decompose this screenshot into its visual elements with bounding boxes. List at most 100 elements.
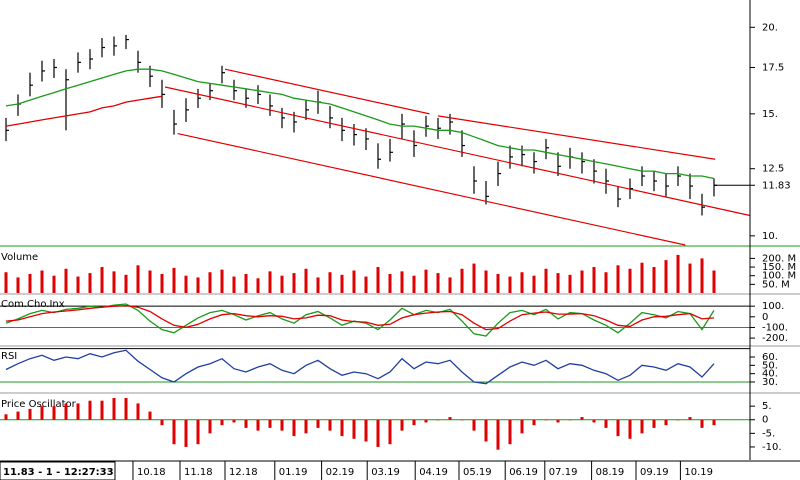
- series-line: [5, 304, 715, 331]
- bar: [364, 276, 368, 293]
- bar: [640, 419, 644, 434]
- bar: [520, 272, 524, 293]
- bar: [244, 273, 248, 293]
- bar: [112, 271, 116, 293]
- bar: [472, 419, 476, 431]
- bar: [616, 419, 620, 437]
- bar: [340, 274, 344, 293]
- bar: [16, 277, 20, 293]
- x-tick-label: 10.18: [137, 467, 166, 478]
- panel-title: Volume: [1, 252, 38, 263]
- bar: [604, 419, 608, 428]
- bar: [712, 419, 716, 426]
- y-tick-label: 40.: [762, 369, 778, 380]
- bar: [280, 419, 284, 431]
- y-tick-label: -5.: [762, 428, 775, 439]
- bar: [436, 273, 440, 293]
- y-tick-label: 17.5: [762, 62, 784, 73]
- bar: [100, 400, 104, 420]
- trend-line: [164, 86, 751, 217]
- bar: [412, 419, 416, 426]
- bar: [568, 419, 572, 421]
- trend-line: [177, 132, 686, 246]
- x-tick-label: 12.18: [229, 467, 258, 478]
- bar: [664, 260, 668, 293]
- bar: [316, 419, 320, 428]
- series-line: [5, 95, 163, 127]
- x-tick-label: 02.19: [326, 467, 355, 478]
- bar: [628, 419, 632, 439]
- bar: [292, 419, 296, 437]
- bar: [568, 274, 572, 293]
- bar: [688, 263, 692, 293]
- bar: [160, 273, 164, 293]
- bar: [28, 408, 32, 420]
- bar: [508, 419, 512, 445]
- y-tick-label: 0: [762, 312, 768, 323]
- bar: [400, 419, 404, 431]
- bar: [652, 267, 656, 293]
- bar: [640, 262, 644, 293]
- bar: [424, 419, 428, 423]
- bar: [184, 275, 188, 293]
- bar: [52, 406, 56, 420]
- bar: [664, 419, 668, 426]
- bar: [208, 272, 212, 293]
- bar: [604, 272, 608, 293]
- bar: [340, 419, 344, 437]
- bar: [64, 403, 68, 420]
- bar: [256, 278, 260, 293]
- y-tick-label: 200. M: [762, 253, 796, 264]
- y-tick-label: 50.: [762, 360, 778, 371]
- bar: [496, 273, 500, 293]
- bar: [304, 419, 308, 434]
- trend-line: [224, 68, 430, 115]
- bar: [376, 419, 380, 447]
- y-tick-label: -10.: [762, 442, 782, 453]
- bar: [496, 419, 500, 450]
- bar: [484, 419, 488, 442]
- bar: [64, 268, 68, 293]
- status-box: [0, 461, 116, 480]
- y-tick-label: 0: [762, 415, 768, 426]
- y-tick-label: 15.: [762, 109, 778, 120]
- bar: [688, 417, 692, 420]
- bar: [556, 419, 560, 423]
- y-tick-label: 12.5: [762, 164, 784, 175]
- bar: [376, 267, 380, 293]
- x-tick-label: 04.19: [419, 467, 448, 478]
- bar: [520, 419, 524, 434]
- bar: [16, 411, 20, 420]
- bar: [220, 269, 224, 293]
- bar: [460, 419, 464, 421]
- bar: [184, 419, 188, 447]
- bar: [508, 276, 512, 293]
- y-tick-label: 150. M: [762, 262, 796, 273]
- bar: [484, 270, 488, 293]
- bar: [40, 406, 44, 420]
- bar: [172, 267, 176, 293]
- bar: [304, 268, 308, 293]
- bar: [196, 419, 200, 445]
- bar: [88, 400, 92, 420]
- bar: [256, 419, 260, 431]
- bar: [352, 270, 356, 293]
- y-tick-label: -200.: [762, 333, 788, 344]
- y-tick-label: 10.: [762, 231, 778, 242]
- bar: [448, 277, 452, 293]
- panel-title: Com.Cho.Inx: [1, 299, 65, 310]
- bar: [268, 419, 272, 428]
- bar: [4, 272, 8, 293]
- bar: [592, 419, 596, 423]
- y-tick-label: 5.: [762, 401, 772, 412]
- bar: [424, 269, 428, 293]
- bar: [616, 265, 620, 293]
- bar: [328, 419, 332, 431]
- y-tick-label: 100.: [762, 301, 784, 312]
- y-tick-label: 30.: [762, 377, 778, 388]
- bar: [316, 277, 320, 293]
- bar: [436, 419, 440, 421]
- bar: [388, 419, 392, 445]
- bar: [208, 419, 212, 434]
